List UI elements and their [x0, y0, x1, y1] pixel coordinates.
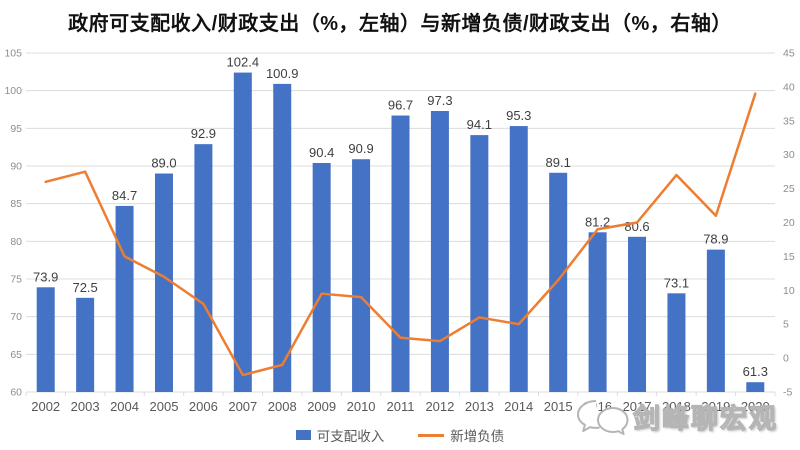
right-axis-tick: 25: [783, 183, 795, 195]
x-axis-label: 2018: [662, 399, 691, 414]
left-axis-tick: 70: [10, 311, 22, 323]
bar: [115, 205, 134, 392]
bar: [746, 382, 765, 392]
bar-value-label: 95.3: [506, 108, 531, 123]
bar-value-label: 73.9: [33, 269, 58, 284]
bar: [628, 236, 647, 392]
x-axis-label: 2011: [387, 399, 415, 414]
bar: [273, 83, 292, 393]
bar: [154, 173, 173, 392]
x-axis-label: 2008: [268, 399, 297, 414]
bar-value-label: 89.1: [546, 155, 571, 170]
bar: [36, 287, 55, 392]
x-axis-label: 2016: [583, 399, 612, 414]
bar: [76, 297, 95, 392]
bar: [312, 162, 331, 392]
bar-value-label: 90.4: [309, 145, 334, 160]
line-series-swatch-icon: [418, 433, 445, 437]
bar-value-label: 102.4: [227, 55, 260, 70]
x-axis-label: 2005: [150, 399, 179, 414]
bar-value-label: 84.7: [112, 188, 137, 203]
right-axis-tick: 20: [783, 217, 795, 229]
left-axis-tick: 75: [10, 274, 22, 286]
right-axis-tick: 35: [783, 115, 795, 127]
bar-value-label: 92.9: [191, 126, 216, 141]
left-axis-tick: 80: [10, 236, 22, 248]
bar-value-label: 72.5: [72, 280, 97, 295]
bar: [430, 111, 449, 393]
right-axis-tick: -5: [783, 387, 792, 399]
bar-value-label: 100.9: [266, 66, 299, 81]
bar: [233, 72, 252, 392]
bar-value-label: 89.0: [151, 156, 176, 171]
bar: [549, 172, 568, 392]
right-axis-tick: 15: [783, 251, 795, 263]
right-axis-tick: 40: [783, 81, 795, 93]
x-axis-label: 2015: [544, 399, 573, 414]
legend-item-line: 新增负债: [418, 425, 504, 445]
bar-value-label: 73.1: [664, 275, 689, 290]
bar: [470, 135, 489, 392]
right-axis-tick: 45: [783, 48, 795, 60]
right-axis-tick: 0: [783, 353, 789, 365]
bar-value-label: 78.9: [703, 232, 728, 247]
bar-value-label: 96.7: [388, 98, 413, 113]
right-axis-tick: 5: [783, 319, 789, 331]
x-axis-label: 2012: [425, 399, 454, 414]
left-axis-tick: 60: [10, 387, 22, 399]
x-axis-label: 2019: [701, 399, 730, 414]
x-axis-label: 2004: [110, 399, 139, 414]
bar-value-label: 94.1: [467, 117, 492, 132]
x-axis-label: 2003: [71, 399, 100, 414]
bar-value-label: 81.2: [585, 214, 610, 229]
bar-value-label: 61.3: [743, 364, 768, 379]
left-axis-tick: 100: [4, 85, 22, 97]
x-axis-label: 2020: [741, 399, 770, 414]
bar: [509, 126, 528, 392]
x-axis-label: 2017: [623, 399, 652, 414]
left-axis-tick: 105: [4, 48, 22, 60]
right-axis-tick: 10: [783, 285, 795, 297]
x-axis-label: 2002: [31, 399, 60, 414]
chart-title: 政府可支配收入/财政支出（%，左轴）与新增负债/财政支出（%，右轴）: [68, 13, 732, 35]
x-axis-label: 2007: [228, 399, 257, 414]
bar: [194, 144, 213, 392]
legend-item-bars: 可支配收入: [295, 425, 385, 445]
x-axis-label: 2014: [504, 399, 533, 414]
bar: [352, 159, 371, 392]
x-axis-label: 2006: [189, 399, 218, 414]
bar-value-label: 90.9: [348, 141, 373, 156]
line-series: [44, 92, 757, 377]
left-axis-tick: 65: [10, 349, 22, 361]
bar: [667, 293, 686, 392]
bar: [588, 232, 607, 392]
x-axis-label: 2013: [465, 399, 494, 414]
bar-value-label: 97.3: [427, 93, 452, 108]
left-axis-tick: 90: [10, 161, 22, 173]
left-axis-tick: 95: [10, 123, 22, 135]
x-axis-label: 2010: [347, 399, 376, 414]
left-axis-tick: 85: [10, 198, 22, 210]
right-axis-tick: 30: [783, 149, 795, 161]
bar: [391, 115, 410, 392]
bar: [706, 249, 725, 392]
bar-series-swatch-icon: [295, 430, 311, 440]
x-axis-label: 2009: [307, 399, 336, 414]
legend: 可支配收入 新增负债: [0, 425, 800, 445]
legend-label-bars: 可支配收入: [316, 429, 385, 444]
legend-label-line: 新增负债: [450, 429, 505, 444]
